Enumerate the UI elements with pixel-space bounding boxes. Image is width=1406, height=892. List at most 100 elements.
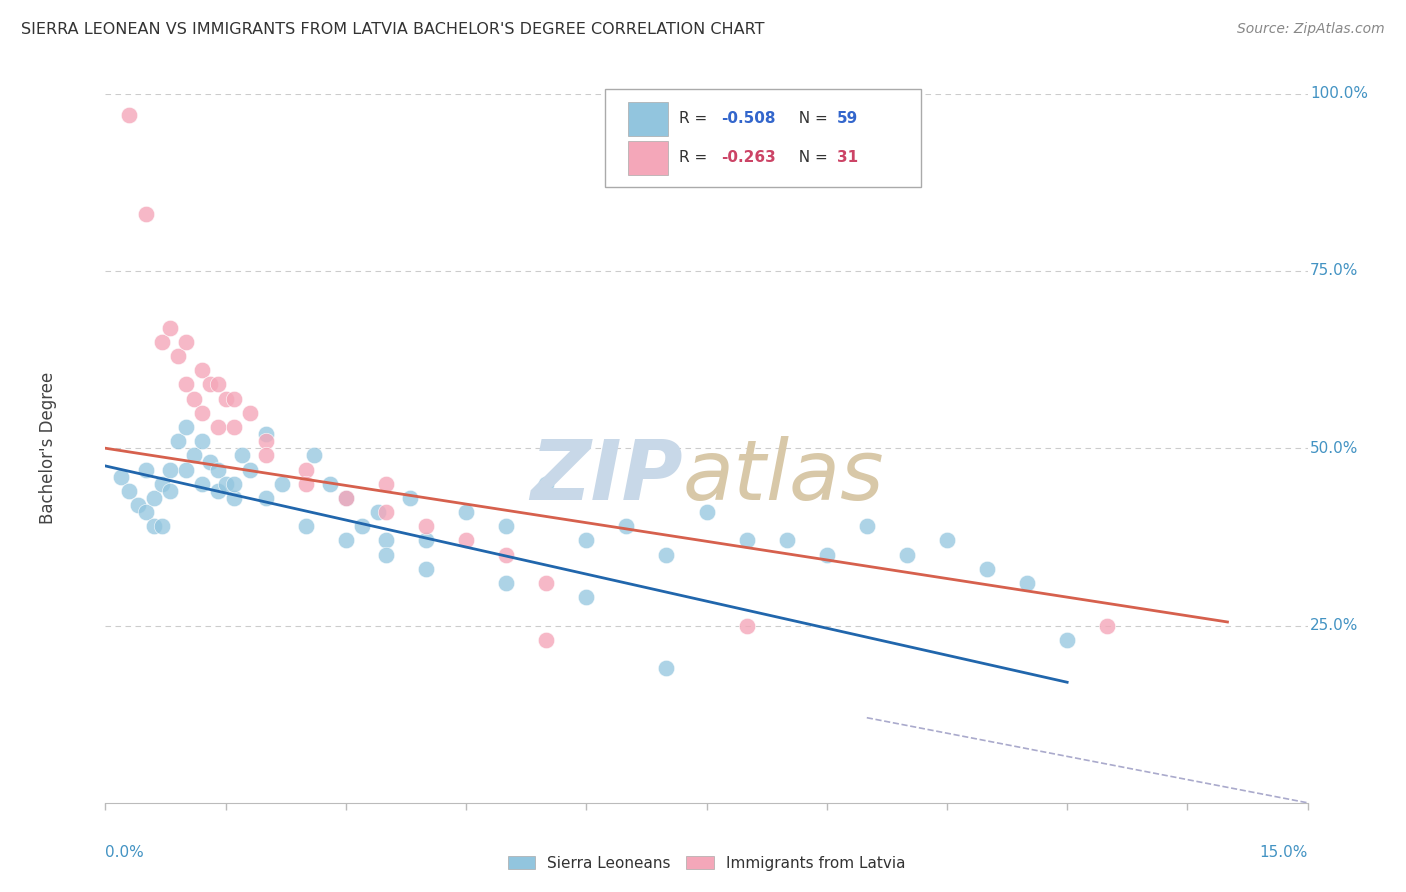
- Point: [207, 420, 229, 434]
- Point: [495, 576, 517, 591]
- Text: 75.0%: 75.0%: [1310, 263, 1358, 278]
- Point: [231, 448, 253, 462]
- Point: [735, 533, 758, 548]
- Text: 15.0%: 15.0%: [1260, 846, 1308, 861]
- Point: [855, 519, 877, 533]
- Text: 59: 59: [837, 112, 858, 126]
- Text: N =: N =: [789, 151, 832, 165]
- Point: [135, 462, 157, 476]
- Point: [214, 392, 236, 406]
- Point: [302, 448, 325, 462]
- Point: [495, 519, 517, 533]
- Point: [183, 448, 205, 462]
- Point: [166, 349, 188, 363]
- Point: [374, 548, 396, 562]
- Point: [135, 207, 157, 221]
- Point: [367, 505, 389, 519]
- Point: [254, 491, 277, 505]
- Point: [239, 462, 262, 476]
- Point: [207, 483, 229, 498]
- Point: [239, 406, 262, 420]
- Point: [335, 491, 357, 505]
- Point: [696, 505, 718, 519]
- Point: [174, 462, 197, 476]
- Text: atlas: atlas: [682, 436, 884, 517]
- Point: [415, 519, 437, 533]
- Text: Bachelor's Degree: Bachelor's Degree: [39, 372, 56, 524]
- Text: Source: ZipAtlas.com: Source: ZipAtlas.com: [1237, 22, 1385, 37]
- Point: [222, 476, 245, 491]
- Point: [776, 533, 799, 548]
- Point: [198, 377, 221, 392]
- Point: [222, 491, 245, 505]
- Text: 25.0%: 25.0%: [1310, 618, 1358, 633]
- Point: [254, 434, 277, 449]
- Point: [374, 476, 396, 491]
- Point: [254, 427, 277, 442]
- Text: -0.263: -0.263: [721, 151, 776, 165]
- Text: R =: R =: [679, 151, 713, 165]
- Text: -0.508: -0.508: [721, 112, 776, 126]
- Point: [976, 562, 998, 576]
- Point: [159, 462, 181, 476]
- Point: [575, 590, 598, 604]
- Point: [127, 498, 149, 512]
- Text: 31: 31: [837, 151, 858, 165]
- Point: [118, 108, 141, 122]
- Point: [166, 434, 188, 449]
- Point: [415, 562, 437, 576]
- Point: [374, 505, 396, 519]
- Point: [222, 392, 245, 406]
- Point: [1056, 632, 1078, 647]
- Point: [1015, 576, 1038, 591]
- Point: [534, 632, 557, 647]
- Point: [142, 519, 165, 533]
- Point: [616, 519, 638, 533]
- Point: [198, 455, 221, 469]
- Text: R =: R =: [679, 112, 713, 126]
- Point: [174, 334, 197, 349]
- Point: [415, 533, 437, 548]
- Point: [207, 462, 229, 476]
- Point: [207, 377, 229, 392]
- Point: [319, 476, 342, 491]
- Point: [350, 519, 373, 533]
- Point: [295, 519, 318, 533]
- Point: [159, 483, 181, 498]
- Point: [295, 462, 318, 476]
- Point: [295, 476, 318, 491]
- Legend: Sierra Leoneans, Immigrants from Latvia: Sierra Leoneans, Immigrants from Latvia: [502, 849, 911, 877]
- Text: 0.0%: 0.0%: [105, 846, 145, 861]
- Point: [374, 533, 396, 548]
- Point: [159, 320, 181, 334]
- Point: [183, 392, 205, 406]
- Point: [575, 533, 598, 548]
- Point: [135, 505, 157, 519]
- Point: [399, 491, 422, 505]
- Point: [110, 469, 132, 483]
- Point: [534, 476, 557, 491]
- Point: [335, 533, 357, 548]
- Point: [150, 476, 173, 491]
- Text: 50.0%: 50.0%: [1310, 441, 1358, 456]
- Point: [190, 434, 212, 449]
- Point: [1097, 618, 1119, 632]
- Point: [150, 519, 173, 533]
- Text: N =: N =: [789, 112, 832, 126]
- Point: [174, 420, 197, 434]
- Point: [214, 476, 236, 491]
- Point: [190, 476, 212, 491]
- Point: [190, 406, 212, 420]
- Text: 100.0%: 100.0%: [1310, 87, 1368, 101]
- Point: [495, 548, 517, 562]
- Point: [254, 448, 277, 462]
- Point: [896, 548, 918, 562]
- Point: [456, 505, 478, 519]
- Point: [150, 334, 173, 349]
- Point: [222, 420, 245, 434]
- Text: SIERRA LEONEAN VS IMMIGRANTS FROM LATVIA BACHELOR'S DEGREE CORRELATION CHART: SIERRA LEONEAN VS IMMIGRANTS FROM LATVIA…: [21, 22, 765, 37]
- Point: [270, 476, 292, 491]
- Point: [534, 576, 557, 591]
- Point: [142, 491, 165, 505]
- Point: [190, 363, 212, 377]
